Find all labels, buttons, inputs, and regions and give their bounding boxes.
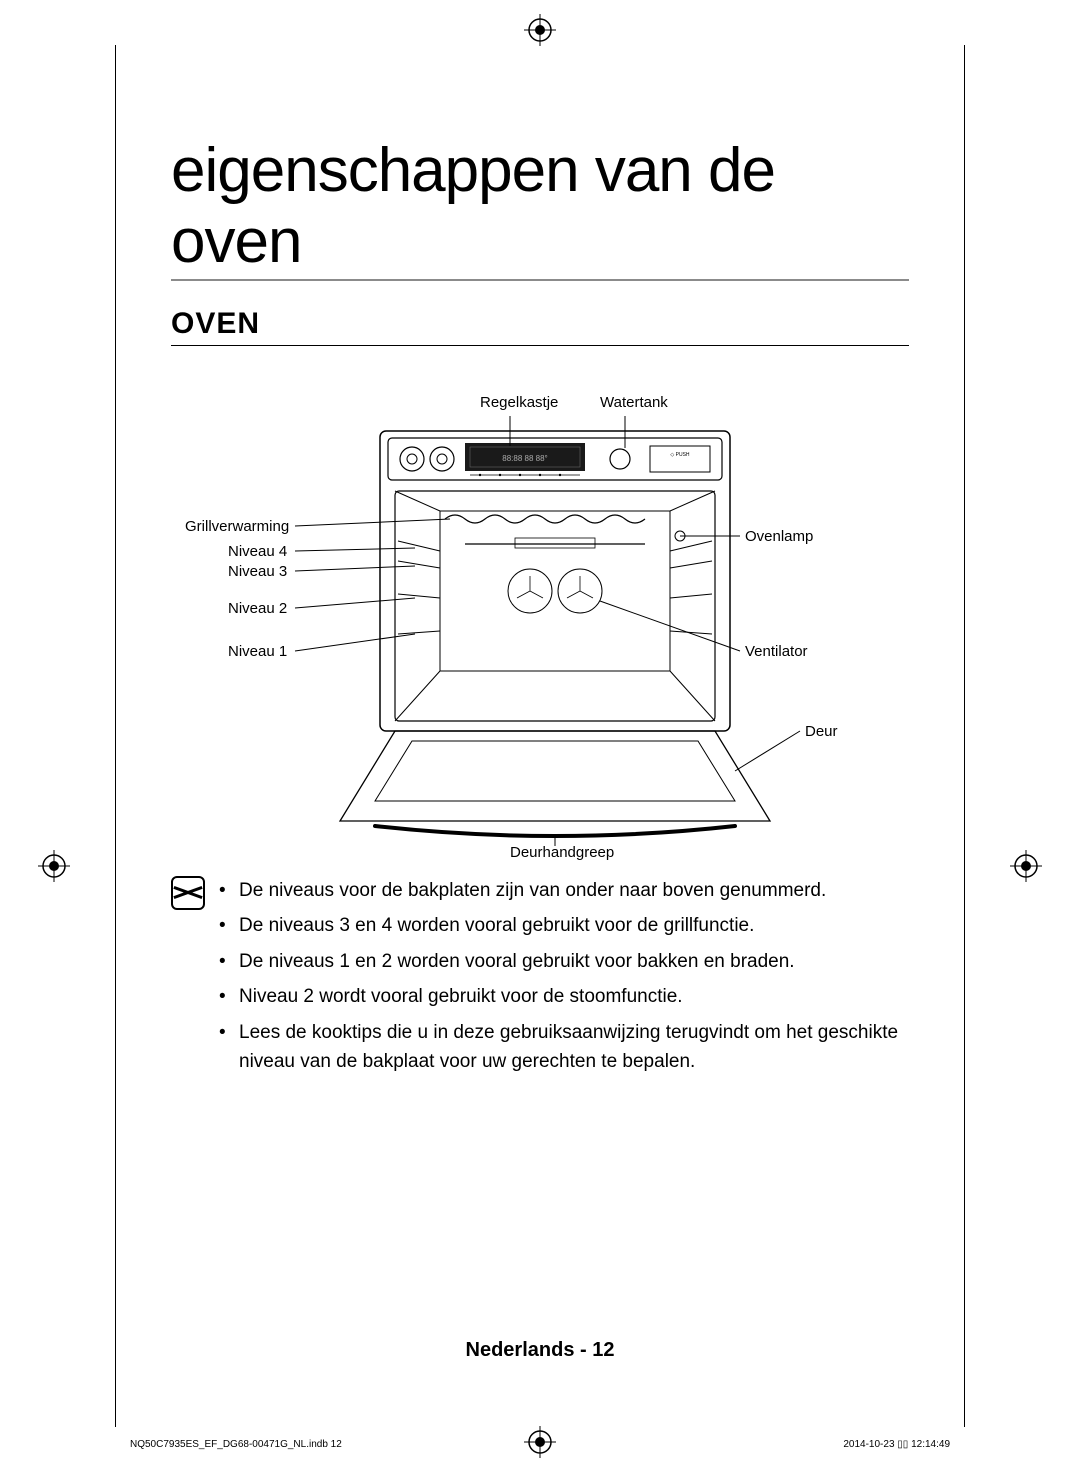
page: eigenschappen van de oven OVEN [0, 0, 1080, 1472]
svg-text:◇ PUSH: ◇ PUSH [670, 452, 690, 458]
note-item: De niveaus 1 en 2 worden vooral gebruikt… [219, 947, 909, 976]
note-item: De niveaus 3 en 4 worden vooral gebruikt… [219, 911, 909, 940]
label-watertank: Watertank [600, 394, 668, 411]
label-deur: Deur [805, 723, 838, 740]
section-heading-text: OVEN [171, 307, 909, 341]
label-ovenlamp: Ovenlamp [745, 528, 813, 545]
footer-right: 2014-10-23 ▯▯ 12:14:49 [843, 1439, 950, 1450]
note-item: Niveau 2 wordt vooral gebruikt voor de s… [219, 982, 909, 1011]
label-niveau1: Niveau 1 [228, 643, 287, 660]
footer-left: NQ50C7935ES_EF_DG68-00471G_NL.indb 12 [130, 1439, 342, 1450]
section-heading: OVEN [171, 307, 909, 346]
notes-block: De niveaus voor de bakplaten zijn van on… [171, 876, 909, 1083]
print-mark-bottom [524, 1426, 556, 1458]
print-mark-top [524, 14, 556, 46]
label-deurhandgreep: Deurhandgreep [510, 844, 614, 861]
oven-diagram: 88:88 88 88° ◇ PUSH [180, 376, 900, 856]
print-mark-left [38, 850, 70, 882]
label-ventilator: Ventilator [745, 643, 808, 660]
label-niveau3: Niveau 3 [228, 563, 287, 580]
notes-list: De niveaus voor de bakplaten zijn van on… [219, 876, 909, 1083]
print-mark-right [1010, 850, 1042, 882]
note-item: De niveaus voor de bakplaten zijn van on… [219, 876, 909, 905]
label-regelkastje: Regelkastje [480, 394, 558, 411]
note-item: Lees de kooktips die u in deze gebruiksa… [219, 1018, 909, 1077]
label-grillverwarming: Grillverwarming [185, 518, 289, 535]
page-title: eigenschappen van de oven [171, 135, 909, 281]
label-niveau4: Niveau 4 [228, 543, 287, 560]
svg-text:88:88 88 88°: 88:88 88 88° [502, 454, 547, 463]
note-icon [171, 876, 205, 910]
footer-center: Nederlands - 12 [0, 1339, 1080, 1362]
content-frame: eigenschappen van de oven OVEN [115, 45, 965, 1427]
label-niveau2: Niveau 2 [228, 600, 287, 617]
